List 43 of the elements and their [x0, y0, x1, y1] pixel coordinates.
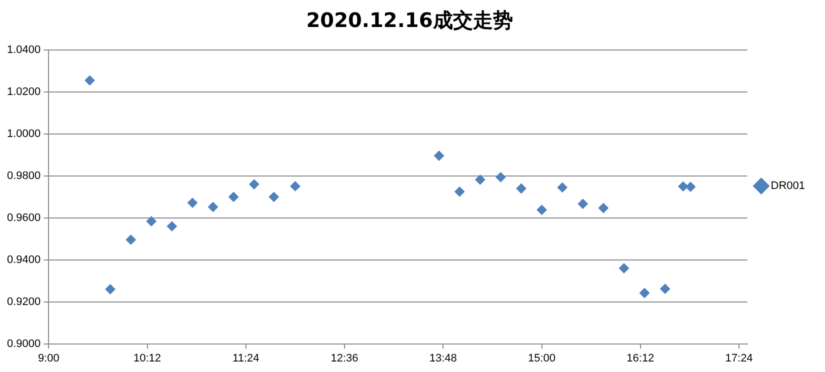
point — [598, 203, 608, 214]
point — [126, 234, 136, 245]
point — [536, 204, 547, 215]
point — [578, 198, 588, 209]
y-tick-label: 1.0400 — [6, 44, 41, 56]
chart-title: 2020.12.16成交走势 — [306, 8, 513, 32]
point — [557, 182, 568, 192]
x-tick-label: 17:24 — [725, 352, 753, 364]
point — [618, 263, 629, 274]
point — [686, 182, 696, 192]
point — [268, 192, 279, 202]
x-tick-label: 9:00 — [38, 352, 60, 364]
point — [434, 150, 444, 161]
point — [249, 179, 260, 190]
point — [516, 184, 526, 194]
x-tick-label: 12:36 — [330, 352, 358, 364]
y-tick-label: 0.9200 — [6, 296, 41, 308]
x-tick-label: 15:00 — [528, 352, 556, 364]
point — [105, 284, 116, 294]
y-tick-label: 1.0200 — [6, 86, 41, 98]
point — [187, 198, 198, 208]
point — [228, 192, 239, 202]
y-tick-label: 1.0000 — [6, 128, 41, 140]
x-tick-label: 16:12 — [626, 352, 654, 364]
x-tick-label: 11:24 — [232, 352, 260, 364]
y-tick-label: 0.9000 — [6, 338, 41, 350]
point — [660, 284, 670, 294]
point — [496, 172, 506, 182]
legend-label: DR001 — [770, 180, 806, 192]
x-tick-label: 13:48 — [429, 352, 457, 364]
point — [290, 181, 300, 192]
point — [454, 186, 465, 197]
point — [208, 202, 218, 212]
y-tick-label: 0.9800 — [6, 170, 41, 182]
point — [166, 221, 177, 232]
point — [640, 288, 650, 298]
point — [475, 174, 486, 185]
x-tick-label: 10:12 — [134, 352, 162, 364]
y-tick-label: 0.9600 — [6, 212, 41, 224]
point — [146, 216, 156, 226]
y-tick-label: 0.9400 — [6, 254, 41, 266]
point — [678, 181, 688, 192]
point — [84, 75, 95, 86]
